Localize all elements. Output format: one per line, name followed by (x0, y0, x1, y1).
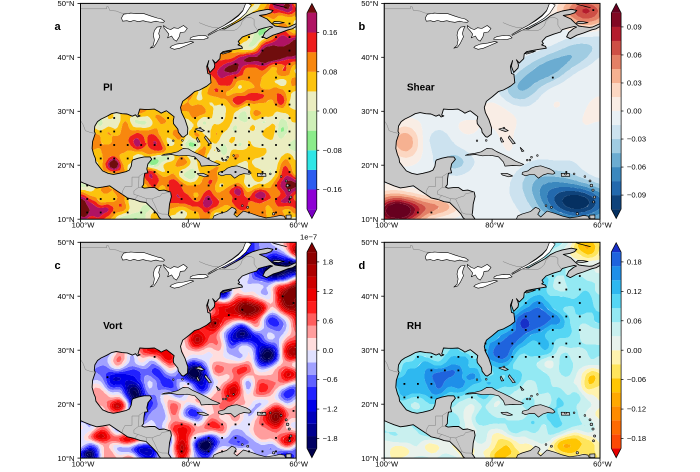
svg-text:100°W: 100°W (72, 221, 96, 230)
svg-text:Vort: Vort (103, 321, 123, 332)
svg-text:60°W: 60°W (593, 221, 612, 230)
svg-text:1.8: 1.8 (323, 258, 334, 267)
svg-text:0.18: 0.18 (627, 258, 642, 267)
svg-text:50°N: 50°N (58, 0, 75, 8)
svg-text:−0.09: −0.09 (627, 191, 646, 200)
svg-text:30°N: 30°N (58, 107, 75, 116)
svg-text:20°N: 20°N (58, 161, 75, 170)
svg-text:80°W: 80°W (485, 221, 504, 230)
svg-text:50°N: 50°N (361, 0, 378, 8)
svg-text:−0.12: −0.12 (627, 405, 646, 414)
svg-text:10°N: 10°N (58, 215, 75, 224)
svg-text:100°W: 100°W (375, 460, 399, 468)
svg-text:30°N: 30°N (58, 346, 75, 355)
svg-text:PI: PI (103, 82, 113, 93)
svg-text:20°N: 20°N (361, 400, 378, 409)
svg-text:0.00: 0.00 (627, 346, 642, 355)
svg-text:d: d (359, 260, 366, 272)
svg-text:−1.2: −1.2 (323, 405, 338, 414)
svg-text:−0.08: −0.08 (323, 146, 342, 155)
svg-text:−0.16: −0.16 (323, 185, 342, 194)
svg-text:0.03: 0.03 (627, 79, 642, 88)
svg-text:100°W: 100°W (72, 460, 96, 468)
svg-text:0.06: 0.06 (627, 316, 642, 325)
svg-text:0.12: 0.12 (627, 287, 642, 296)
svg-text:40°N: 40°N (58, 53, 75, 62)
svg-text:−0.03: −0.03 (627, 135, 646, 144)
svg-text:50°N: 50°N (361, 238, 378, 247)
svg-text:a: a (55, 21, 62, 33)
svg-text:60°W: 60°W (289, 460, 308, 468)
svg-text:80°W: 80°W (181, 221, 200, 230)
svg-text:60°W: 60°W (593, 460, 612, 468)
svg-text:40°N: 40°N (361, 292, 378, 301)
svg-text:0.16: 0.16 (323, 28, 338, 37)
svg-text:10°N: 10°N (361, 454, 378, 463)
svg-text:40°N: 40°N (361, 53, 378, 62)
svg-text:100°W: 100°W (375, 221, 399, 230)
svg-text:−0.06: −0.06 (627, 163, 646, 172)
svg-text:0.06: 0.06 (627, 51, 642, 60)
svg-text:0.00: 0.00 (627, 107, 642, 116)
svg-text:30°N: 30°N (361, 107, 378, 116)
svg-text:0.08: 0.08 (323, 67, 338, 76)
svg-text:−0.18: −0.18 (627, 434, 646, 443)
svg-text:10°N: 10°N (361, 215, 378, 224)
svg-text:50°N: 50°N (58, 238, 75, 247)
svg-text:1.2: 1.2 (323, 287, 334, 296)
svg-text:40°N: 40°N (58, 292, 75, 301)
svg-text:c: c (55, 260, 61, 272)
svg-text:20°N: 20°N (361, 161, 378, 170)
svg-text:0.00: 0.00 (323, 107, 338, 116)
svg-text:−1.8: −1.8 (323, 434, 338, 443)
svg-text:Shear: Shear (407, 82, 435, 93)
svg-text:RH: RH (407, 321, 421, 332)
svg-text:−0.06: −0.06 (627, 375, 646, 384)
svg-text:30°N: 30°N (361, 346, 378, 355)
svg-text:0.0: 0.0 (323, 346, 334, 355)
svg-text:80°W: 80°W (181, 460, 200, 468)
svg-text:0.6: 0.6 (323, 316, 334, 325)
svg-text:b: b (359, 21, 366, 33)
svg-text:−0.6: −0.6 (323, 375, 338, 384)
svg-text:60°W: 60°W (289, 221, 308, 230)
svg-text:20°N: 20°N (58, 400, 75, 409)
svg-text:0.09: 0.09 (627, 23, 642, 32)
svg-text:80°W: 80°W (485, 460, 504, 468)
svg-text:10°N: 10°N (58, 454, 75, 463)
svg-text:1e−7: 1e−7 (300, 233, 317, 242)
